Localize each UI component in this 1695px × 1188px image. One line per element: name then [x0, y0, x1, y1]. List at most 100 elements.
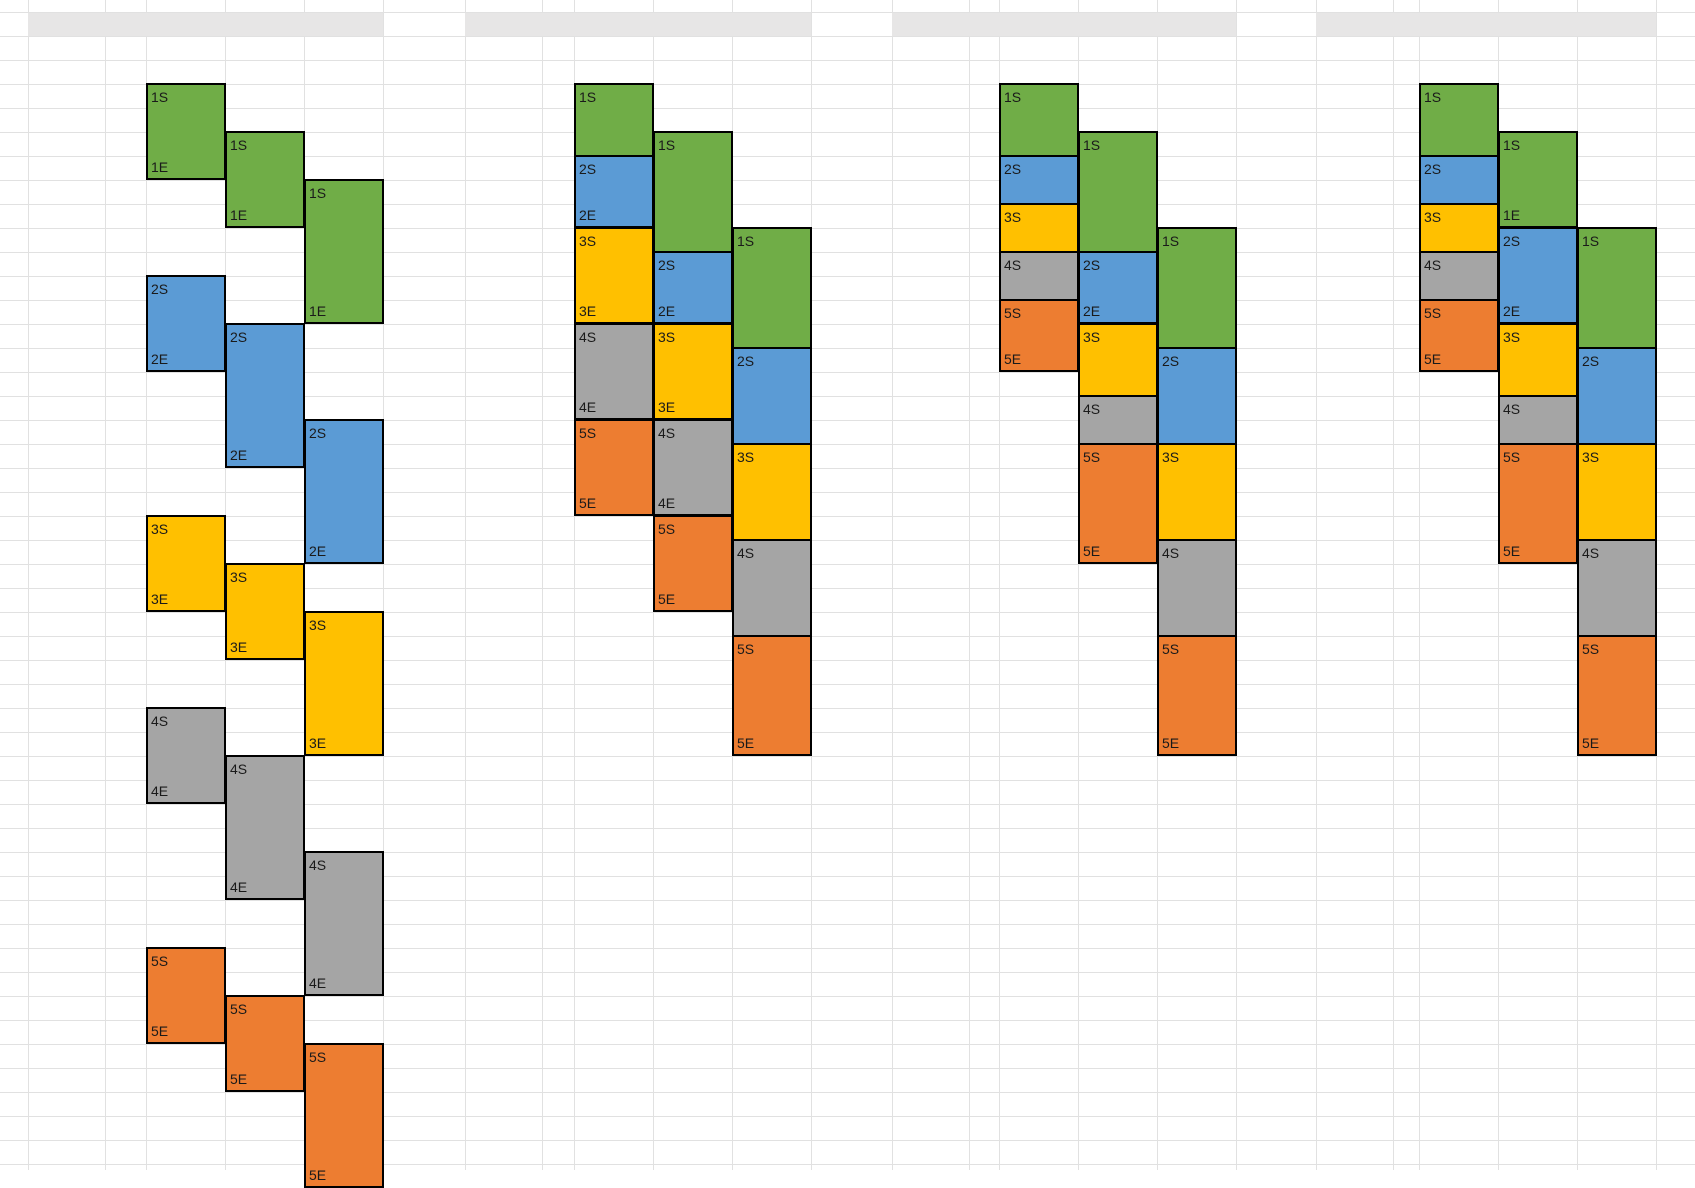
block-start-label: 3S	[1004, 209, 1022, 225]
block-start-label: 3S	[658, 329, 676, 345]
block-start-label: 5S	[230, 1001, 248, 1017]
block-start-label: 1S	[1424, 89, 1442, 105]
block-start-label: 3S	[230, 569, 248, 585]
block-end-label: 5E	[737, 735, 755, 751]
timeline-block-2[interactable]	[304, 419, 384, 564]
gridline-horizontal	[0, 1116, 1695, 1117]
gridline-vertical	[1078, 0, 1079, 1170]
block-start-label: 3S	[737, 449, 755, 465]
group-header-band	[28, 13, 383, 36]
block-end-label: 4E	[151, 783, 169, 799]
timeline-block-2[interactable]	[1498, 227, 1578, 324]
block-end-label: 5E	[151, 1023, 169, 1039]
block-start-label: 2S	[579, 161, 597, 177]
block-start-label: 1S	[1582, 233, 1600, 249]
block-start-label: 5S	[579, 425, 597, 441]
timeline-block-3[interactable]	[304, 611, 384, 756]
timeline-block-5[interactable]	[304, 1043, 384, 1188]
gridline-vertical	[1419, 0, 1420, 1170]
block-start-label: 2S	[151, 281, 169, 297]
timeline-block-5[interactable]	[1078, 443, 1158, 564]
block-start-label: 2S	[230, 329, 248, 345]
block-start-label: 3S	[1424, 209, 1442, 225]
block-start-label: 1S	[1004, 89, 1022, 105]
gridline-vertical	[105, 0, 106, 1170]
block-start-label: 5S	[737, 641, 755, 657]
block-start-label: 4S	[1582, 545, 1600, 561]
timeline-block-3[interactable]	[653, 323, 733, 420]
block-end-label: 5E	[1582, 735, 1600, 751]
block-start-label: 3S	[1083, 329, 1101, 345]
block-start-label: 4S	[230, 761, 248, 777]
group-header-band	[892, 13, 1236, 36]
timeline-block-2[interactable]	[225, 323, 305, 468]
block-start-label: 5S	[1004, 305, 1022, 321]
timeline-block-5[interactable]	[225, 995, 305, 1092]
block-end-label: 5E	[1424, 351, 1442, 367]
block-start-label: 2S	[309, 425, 327, 441]
gridline-horizontal	[0, 1020, 1695, 1021]
gridline-vertical	[1316, 0, 1317, 1170]
timeline-block-2[interactable]	[1078, 251, 1158, 324]
gridline-horizontal	[0, 156, 1695, 157]
gridline-vertical	[542, 0, 543, 1170]
gridline-horizontal	[0, 516, 1695, 517]
timeline-block-5[interactable]	[1577, 635, 1657, 756]
gridline-vertical	[28, 0, 29, 1170]
block-end-label: 5E	[658, 591, 676, 607]
gridline-horizontal	[0, 324, 1695, 325]
gridline-horizontal	[0, 1068, 1695, 1069]
block-end-label: 2E	[658, 303, 676, 319]
gridline-vertical	[1393, 0, 1394, 1170]
timeline-block-5[interactable]	[1419, 299, 1499, 372]
timeline-block-4[interactable]	[225, 755, 305, 900]
timeline-block-1[interactable]	[146, 83, 226, 180]
gridline-horizontal	[0, 1044, 1695, 1045]
block-start-label: 1S	[230, 137, 248, 153]
timeline-block-1[interactable]	[1498, 131, 1578, 228]
gridline-vertical	[574, 0, 575, 1170]
block-start-label: 5S	[1083, 449, 1101, 465]
block-start-label: 3S	[309, 617, 327, 633]
timeline-block-5[interactable]	[1157, 635, 1237, 756]
block-start-label: 4S	[1004, 257, 1022, 273]
block-end-label: 3E	[579, 303, 597, 319]
block-start-label: 5S	[1424, 305, 1442, 321]
block-start-label: 4S	[1424, 257, 1442, 273]
block-start-label: 2S	[1083, 257, 1101, 273]
block-start-label: 1S	[1503, 137, 1521, 153]
block-end-label: 5E	[579, 495, 597, 511]
block-end-label: 1E	[1503, 207, 1521, 223]
gridline-horizontal	[0, 228, 1695, 229]
gridline-horizontal	[0, 84, 1695, 85]
block-start-label: 1S	[151, 89, 169, 105]
block-start-label: 3S	[1503, 329, 1521, 345]
block-start-label: 3S	[1162, 449, 1180, 465]
block-start-label: 2S	[1582, 353, 1600, 369]
gridline-horizontal	[0, 12, 1695, 13]
gridline-vertical	[969, 0, 970, 1170]
timeline-block-5[interactable]	[653, 515, 733, 612]
block-start-label: 2S	[1424, 161, 1442, 177]
timeline-block-4[interactable]	[304, 851, 384, 996]
gridline-horizontal	[0, 900, 1695, 901]
block-end-label: 5E	[309, 1167, 327, 1183]
timeline-block-5[interactable]	[1498, 443, 1578, 564]
block-start-label: 5S	[1503, 449, 1521, 465]
gridline-horizontal	[0, 660, 1695, 661]
timeline-block-1[interactable]	[304, 179, 384, 324]
gridline-horizontal	[0, 780, 1695, 781]
block-start-label: 5S	[309, 1049, 327, 1065]
block-end-label: 5E	[1503, 543, 1521, 559]
gridline-horizontal	[0, 684, 1695, 685]
block-start-label: 1S	[1083, 137, 1101, 153]
timeline-block-5[interactable]	[732, 635, 812, 756]
block-start-label: 1S	[658, 137, 676, 153]
timeline-block-2[interactable]	[146, 275, 226, 372]
block-start-label: 2S	[1503, 233, 1521, 249]
timeline-block-1[interactable]	[225, 131, 305, 228]
block-end-label: 2E	[1503, 303, 1521, 319]
block-end-label: 4E	[309, 975, 327, 991]
block-start-label: 4S	[737, 545, 755, 561]
